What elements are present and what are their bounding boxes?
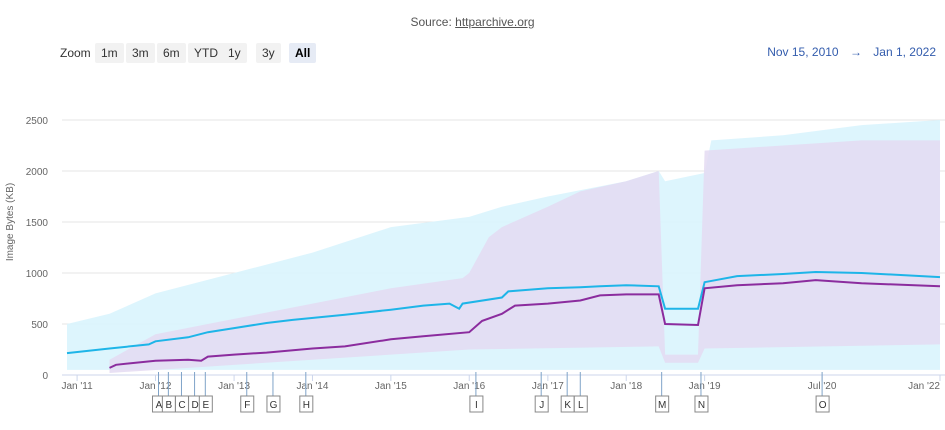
- zoom-button-ytd[interactable]: YTD: [188, 43, 224, 63]
- zoom-button-1m[interactable]: 1m: [95, 43, 124, 63]
- flag-e[interactable]: E: [198, 372, 213, 413]
- flag-label: A: [156, 400, 163, 411]
- x-tick-label: Jan '17: [532, 381, 564, 392]
- range-from[interactable]: Nov 15, 2010: [767, 45, 839, 59]
- flag-label: K: [564, 400, 571, 411]
- flag-label: B: [166, 400, 173, 411]
- y-tick-1500: 1500: [26, 218, 49, 229]
- flag-label: D: [191, 400, 198, 411]
- flag-label: I: [475, 400, 478, 411]
- zoom-button-6m[interactable]: 6m: [157, 43, 186, 63]
- line-series-0[interactable]: [66, 270, 941, 355]
- zoom-button-all[interactable]: All: [289, 43, 317, 63]
- flag-f[interactable]: F: [240, 372, 255, 413]
- y-tick-2000: 2000: [26, 167, 49, 178]
- x-tick-label: Jan '12: [140, 381, 172, 392]
- zoom-button-1y[interactable]: 1y: [222, 43, 247, 63]
- flag-n[interactable]: N: [694, 372, 709, 413]
- flag-j[interactable]: J: [534, 372, 549, 413]
- flag-c[interactable]: C: [174, 372, 189, 413]
- x-tick-label: Jan '16: [453, 381, 485, 392]
- flag-b[interactable]: B: [161, 372, 176, 413]
- flag-label: L: [578, 400, 584, 411]
- y-tick-0: 0: [42, 371, 48, 382]
- range-to[interactable]: Jan 1, 2022: [873, 45, 936, 59]
- source-note: Source: httparchive.org: [0, 15, 945, 29]
- range-arrow: →: [849, 45, 862, 59]
- y-tick-500: 500: [31, 320, 48, 331]
- x-tick-label: Jan '13: [218, 381, 250, 392]
- x-tick-label: Jan '14: [297, 381, 329, 392]
- x-tick-label: Jan '15: [375, 381, 407, 392]
- flag-label: C: [178, 400, 185, 411]
- source-prefix: Source:: [410, 15, 456, 29]
- flag-g[interactable]: G: [266, 372, 281, 413]
- flag-l[interactable]: L: [573, 372, 588, 413]
- flag-label: M: [658, 400, 666, 411]
- lines: [66, 270, 941, 369]
- source-link[interactable]: httparchive.org: [455, 15, 535, 29]
- date-range: Nov 15, 2010 → Jan 1, 2022: [763, 45, 940, 59]
- flag-label: H: [303, 400, 310, 411]
- x-tick-label: Jan '11: [61, 381, 93, 392]
- flag-label: N: [698, 400, 705, 411]
- y-axis-label: Image Bytes (KB): [5, 183, 16, 261]
- x-tick-label: Jan '22: [908, 381, 940, 392]
- flag-o[interactable]: O: [815, 372, 830, 413]
- line-series-1[interactable]: [109, 279, 941, 369]
- flag-k[interactable]: K: [560, 372, 575, 413]
- zoom-button-3y[interactable]: 3y: [256, 43, 281, 63]
- flag-label: E: [202, 400, 209, 411]
- y-tick-1000: 1000: [26, 269, 49, 280]
- flag-h[interactable]: H: [299, 372, 314, 413]
- flag-label: G: [270, 400, 278, 411]
- flag-label: F: [244, 400, 250, 411]
- zoom-button-3m[interactable]: 3m: [126, 43, 155, 63]
- flag-d[interactable]: D: [188, 372, 203, 413]
- flag-i[interactable]: I: [469, 372, 484, 413]
- band-series-1: [109, 140, 940, 373]
- x-tick-label: Jan '19: [689, 381, 721, 392]
- y-axis: 0 500 1000 1500 2000 2500: [26, 116, 49, 382]
- flag-m[interactable]: M: [655, 372, 670, 413]
- flag-label: J: [539, 400, 544, 411]
- x-tick-label: Jan '18: [610, 381, 642, 392]
- y-tick-2500: 2500: [26, 116, 49, 127]
- flag-label: O: [819, 400, 827, 411]
- bands: [67, 120, 940, 373]
- x-axis: Jan '11 Jan '12 Jan '13 Jan '14 Jan '15 Jan '…: [61, 374, 945, 392]
- zoom-label: Zoom: [60, 46, 91, 60]
